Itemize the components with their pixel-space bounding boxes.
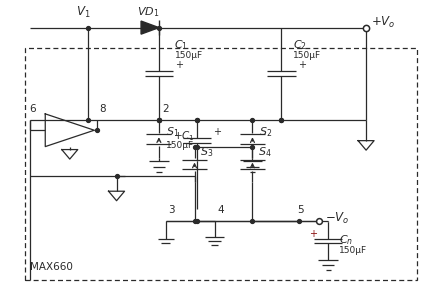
Text: +: + [175, 60, 183, 70]
Text: +: + [298, 60, 306, 70]
Text: 150μF: 150μF [166, 141, 194, 150]
Text: $S_4$: $S_4$ [258, 146, 271, 159]
Text: +: + [213, 127, 221, 137]
Text: $+C_1$: $+C_1$ [173, 129, 194, 143]
Text: MAX660: MAX660 [30, 262, 72, 271]
Text: $+V_o$: $+V_o$ [371, 15, 395, 30]
Text: 6: 6 [30, 104, 36, 115]
Text: 150μF: 150μF [174, 51, 202, 60]
Text: 8: 8 [99, 104, 106, 115]
Text: $C_1$: $C_1$ [174, 39, 189, 52]
Polygon shape [141, 21, 159, 34]
Text: 150μF: 150μF [339, 245, 367, 255]
Text: $S_2$: $S_2$ [259, 125, 272, 139]
Text: $-V_o$: $-V_o$ [325, 211, 349, 226]
Text: 4: 4 [217, 205, 224, 215]
Text: $C_2$: $C_2$ [293, 39, 307, 52]
Text: $S_3$: $S_3$ [200, 146, 213, 159]
Text: +: + [309, 229, 317, 239]
Text: 3: 3 [168, 205, 175, 215]
Text: $C_n$: $C_n$ [339, 234, 354, 247]
Text: $VD_1$: $VD_1$ [137, 5, 159, 19]
Text: $V_1$: $V_1$ [76, 5, 91, 20]
Text: $S_1$: $S_1$ [165, 125, 179, 139]
Text: 2: 2 [162, 104, 169, 115]
Text: 5: 5 [297, 205, 304, 215]
Text: 150μF: 150μF [293, 51, 320, 60]
